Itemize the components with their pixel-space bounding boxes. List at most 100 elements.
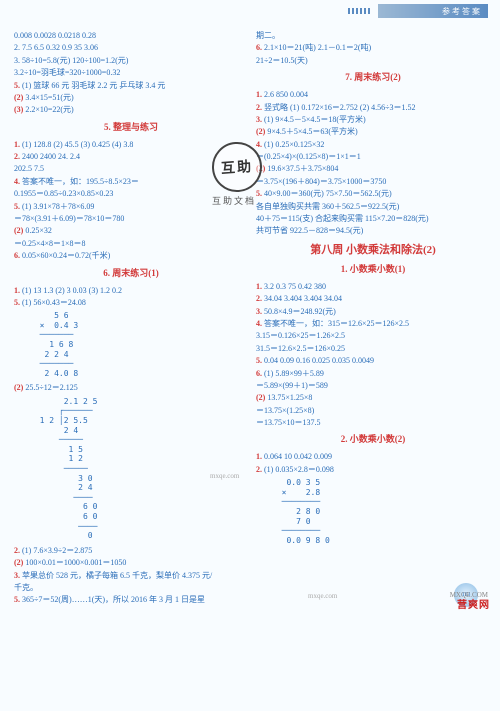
problem-number: 1. (256, 282, 262, 291)
answer-line: (2) 3.4×15=51(元) (14, 92, 248, 104)
problem-number: 2. (14, 152, 20, 161)
answer-line: 5. 365÷7＝52(周)……1(天)，所以 2016 年 3 月 1 日是星 (14, 594, 248, 606)
answer-line: ＝13.75×(1.25×8) (256, 405, 490, 417)
problem-number: 1. (14, 286, 20, 295)
section-title: 第八周 小数乘法和除法(2) (256, 242, 490, 259)
problem-number: (3) (14, 105, 23, 114)
answer-line: 1. 0.064 10 0.042 0.009 (256, 451, 490, 463)
answer-line: 3. (1) 9×4.5－5×4.5＝18(平方米) (256, 114, 490, 126)
watermark-url: MXQE.COM (450, 591, 488, 599)
answer-line: 21÷2＝10.5(天) (256, 55, 490, 67)
answer-line: 2. 竖式略 (1) 0.172×16＝2.752 (2) 4.56÷3＝1.5… (256, 102, 490, 114)
calculation-block: 0.0 3 5 × 2.8 ──────── 2 8 0 7 0 ───────… (272, 478, 490, 545)
problem-number: (2) (14, 558, 23, 567)
answer-line: 0.008 0.0028 0.0218 0.28 (14, 30, 248, 42)
answer-line: 5. 0.04 0.09 0.16 0.025 0.035 0.0049 (256, 355, 490, 367)
problem-number: 1. (14, 140, 20, 149)
section-title: 1. 小数乘小数(1) (256, 263, 490, 277)
answer-line: 6. 2.1×10＝21(吨) 2.1－0.1＝2(吨) (256, 42, 490, 54)
problem-number: (2) (256, 127, 265, 136)
answer-line: (2) 25.5÷12＝2.125 (14, 382, 248, 394)
left-column: 0.008 0.0028 0.0218 0.282. 7.5 6.5 0.32 … (14, 30, 248, 607)
answer-line: 40＋75＝115(支) 合起来购买需 115×7.20＝828(元) (256, 213, 490, 225)
section-title: 2. 小数乘小数(2) (256, 433, 490, 447)
answer-line: 共可节省 922.5－828＝94.5(元) (256, 225, 490, 237)
answer-line: 6. (1) 5.89×99＋5.89 (256, 368, 490, 380)
answer-line: 千克。 (14, 582, 248, 594)
calculation-block: 5 6 × 0.4 3 ─────── 1 6 8 2 2 4 ─────── … (30, 311, 248, 378)
answer-line: 6. 0.05×60×0.24＝0.72(千米) (14, 250, 248, 262)
answer-line: ＝13.75×10＝137.5 (256, 417, 490, 429)
answer-line: 1. 3.2 0.3 75 0.42 380 (256, 281, 490, 293)
problem-number: 6. (256, 369, 262, 378)
problem-number: 5. (14, 298, 20, 307)
answer-line: 5. (1) 篮球 66 元 羽毛球 2.2 元 乒乓球 3.4 元 (14, 80, 248, 92)
problem-number: 4. (14, 177, 20, 186)
stamp-main: 互助 (220, 156, 253, 178)
header-label: 参考答案 (378, 4, 488, 18)
answer-line: 1. (1) 128.8 (2) 45.5 (3) 0.425 (4) 3.8 (14, 139, 248, 151)
answer-line: 各自单独购买共需 360＋562.5＝922.5(元) (256, 201, 490, 213)
content-columns: 0.008 0.0028 0.0218 0.282. 7.5 6.5 0.32 … (14, 30, 490, 607)
answer-line: 3. 58÷10=5.8(元) 120÷100=1.2(元) (14, 55, 248, 67)
problem-number: 4. (256, 140, 262, 149)
problem-number: 5. (14, 202, 20, 211)
answer-line: 5. 40×9.00＝360(元) 75×7.50＝562.5(元) (256, 188, 490, 200)
answer-line: 2. (1) 7.6×3.9÷2＝2.875 (14, 545, 248, 557)
answer-line: 1. 2.6 850 0.004 (256, 89, 490, 101)
problem-number: (2) (14, 226, 23, 235)
problem-number: 5. (14, 595, 20, 604)
answer-line: ＝3.75×(196＋804)＝3.75×1000＝3750 (256, 176, 490, 188)
watermark-inline-1: mxqe.com (210, 472, 239, 480)
answer-line: 4. 答案不唯一，如：315＝12.6×25＝126×2.5 (256, 318, 490, 330)
answer-line: ＝(0.25×4)×(0.125×8)＝1×1＝1 (256, 151, 490, 163)
problem-number: 2. (256, 294, 262, 303)
problem-number: 5. (256, 356, 262, 365)
watermark-inline-2: mxqe.com (308, 592, 337, 600)
answer-line: 4. 答案不唯一，如：195.5÷8.5×23＝ (14, 176, 248, 188)
problem-number: 1. (256, 90, 262, 99)
problem-number: (2) (256, 393, 265, 402)
answer-line: 4. (1) 0.25×0.125×32 (256, 139, 490, 151)
problem-number: 2. (256, 103, 262, 112)
answer-line: 3.15＝0.126×25＝1.26×2.5 (256, 330, 490, 342)
answer-line: (2) 9×4.5＋5×4.5＝63(平方米) (256, 126, 490, 138)
problem-number: 5. (14, 81, 20, 90)
answer-line: (3) 2.2×10=22(元) (14, 104, 248, 116)
answer-line: ＝5.89×(99＋1)＝589 (256, 380, 490, 392)
problem-number: 6. (256, 43, 262, 52)
calculation-block: 2.1 2 5 ┌────── 1 2 │2 5.5 2 4 ───── 1 5… (30, 397, 248, 541)
problem-number: 3. (14, 571, 20, 580)
right-column: 期二。6. 2.1×10＝21(吨) 2.1－0.1＝2(吨) 21÷2＝10.… (256, 30, 490, 607)
section-title: 5. 整理与练习 (14, 121, 248, 135)
problem-number: 3. (256, 115, 262, 124)
problem-number: 2. (256, 465, 262, 474)
answer-line: 期二。 (256, 30, 490, 42)
section-title: 6. 周末练习(1) (14, 267, 248, 281)
problem-number: 2. (14, 546, 20, 555)
stamp-subtitle: 互助文档 (212, 194, 256, 207)
answer-line: 3. 苹果总价 528 元，橘子每箱 6.5 千克，梨单价 4.375 元/ (14, 570, 248, 582)
answer-line: (2) 0.25×32 (14, 225, 248, 237)
answer-line: (2) 100×0.01＝1000×0.001＝1050 (14, 557, 248, 569)
answer-line: (2) 19.6×37.5＋3.75×804 (256, 163, 490, 175)
problem-number: (2) (14, 93, 23, 102)
problem-number: 1. (256, 452, 262, 461)
answer-line: 2. 7.5 6.5 0.32 0.9 35 3.06 (14, 42, 248, 54)
answer-line: 5. (1) 56×0.43＝24.08 (14, 297, 248, 309)
answer-line: 2. 34.04 3.404 3.404 34.04 (256, 293, 490, 305)
problem-number: (2) (14, 383, 23, 392)
problem-number: 3. (256, 307, 262, 316)
answer-line: 31.5＝12.6×2.5＝126×0.25 (256, 343, 490, 355)
answer-line: 3.2÷10=羽毛球=320÷1000=0.32 (14, 67, 248, 79)
answer-line: 2. (1) 0.035×2.8＝0.098 (256, 464, 490, 476)
problem-number: 4. (256, 319, 262, 328)
answer-line: 3. 50.8×4.9＝248.92(元) (256, 306, 490, 318)
problem-number: 5. (256, 189, 262, 198)
answer-line: (2) 13.75×1.25×8 (256, 392, 490, 404)
problem-number: 6. (14, 251, 20, 260)
answer-line: 1. (1) 13 1.3 (2) 3 0.03 (3) 1.2 0.2 (14, 285, 248, 297)
answer-line: ＝78×(3.91＋6.09)＝78×10＝780 (14, 213, 248, 225)
section-title: 7. 周末练习(2) (256, 71, 490, 85)
answer-line: ＝0.25×4×8＝1×8＝8 (14, 238, 248, 250)
